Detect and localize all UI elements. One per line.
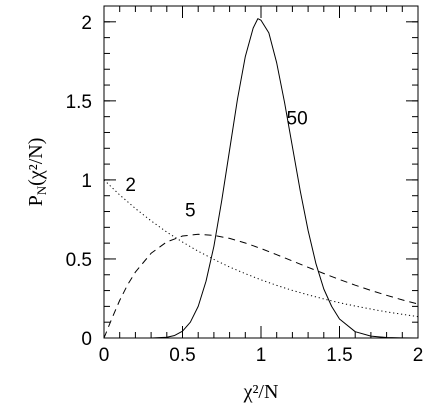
plot-frame-group [103, 5, 419, 339]
x-tick-label: 1 [256, 345, 267, 366]
y-axis-title: PN(χ²/N) [25, 138, 49, 207]
y-axis-title-rest: (χ²/N) [25, 138, 47, 186]
y-tick-label: 2 [81, 13, 92, 34]
series-line-50 [104, 18, 419, 339]
x-tick-label: 0.5 [169, 345, 195, 366]
series-line-5 [103, 233, 419, 339]
x-tick-label: 1.5 [326, 345, 352, 366]
plot-frame [103, 5, 419, 339]
y-tick-label: 1.5 [66, 92, 92, 113]
series-line-2 [103, 179, 419, 318]
y-axis-title-subscript: N [34, 185, 49, 195]
curve-label-5: 5 [185, 200, 196, 221]
labels-group: 0 0.5 1 1.5 2 0 0.5 1 1.5 2 2 5 50 [66, 13, 424, 366]
ticks-group [103, 5, 419, 339]
series-group [103, 18, 419, 339]
y-tick-label: 1 [81, 171, 92, 192]
x-tick-label: 0 [99, 345, 110, 366]
y-tick-label: 0.5 [66, 250, 92, 271]
curve-label-50: 50 [287, 109, 308, 130]
y-tick-label: 0 [81, 329, 92, 350]
x-axis-title: χ²/N [243, 381, 279, 403]
x-tick-label: 2 [413, 345, 424, 366]
y-axis-title-p: P [25, 195, 47, 206]
curve-label-2: 2 [125, 175, 136, 196]
